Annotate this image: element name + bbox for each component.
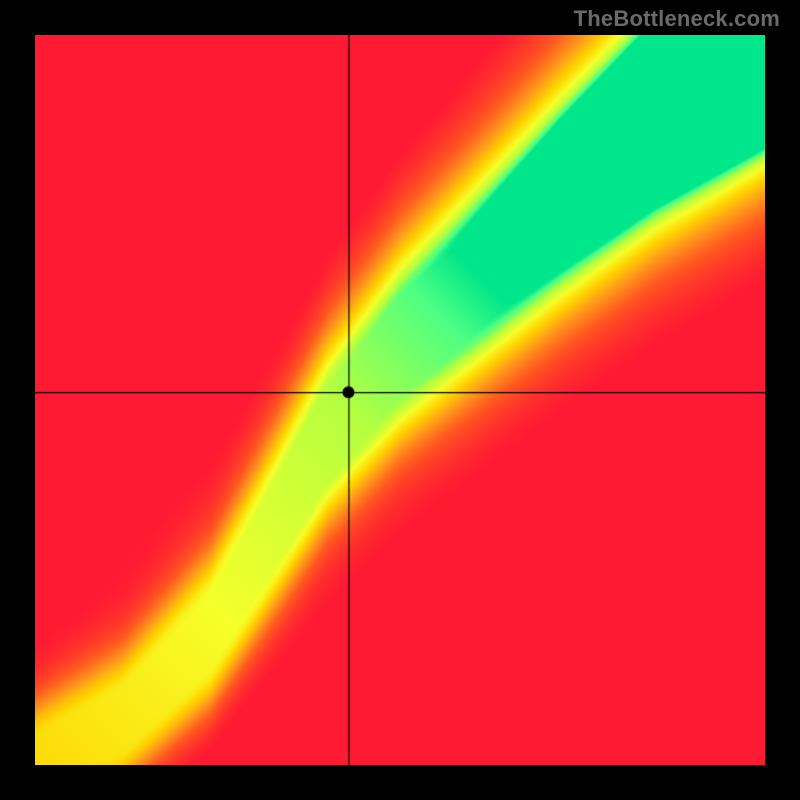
- chart-container: TheBottleneck.com: [0, 0, 800, 800]
- watermark-label: TheBottleneck.com: [574, 6, 780, 32]
- bottleneck-heatmap: [35, 35, 765, 765]
